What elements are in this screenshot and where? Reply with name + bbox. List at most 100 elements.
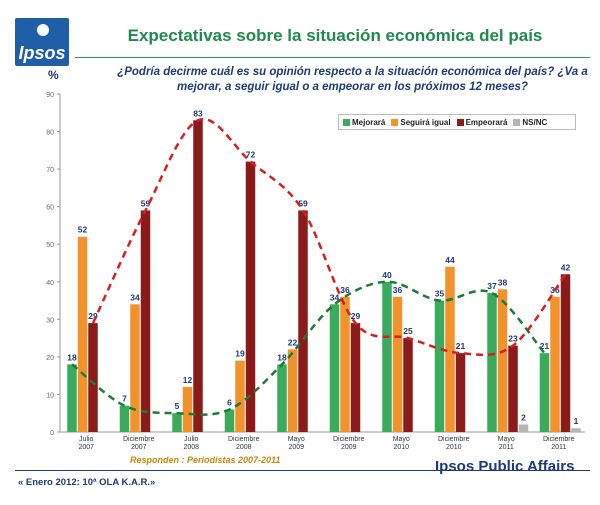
- bar-seguira: [235, 360, 245, 432]
- page-title: Expectativas sobre la situación económic…: [127, 26, 543, 45]
- y-tick-label: 90: [46, 92, 54, 99]
- y-tick-label: 30: [46, 317, 54, 324]
- respondents-note: Responden : Periodistas 2007-2011: [130, 455, 281, 465]
- data-label-mejorara: 7: [122, 394, 127, 404]
- data-label-mejorara: 6: [227, 397, 232, 407]
- data-label-empeorara: 29: [351, 311, 361, 321]
- y-tick-label: 50: [46, 242, 54, 249]
- bar-seguira: [130, 304, 140, 432]
- y-tick-label: 20: [46, 355, 54, 362]
- wave-note: « Enero 2012: 10ª OLA K.A.R.»: [18, 477, 156, 488]
- y-tick-label: 40: [46, 280, 54, 287]
- bar-seguira: [77, 236, 88, 432]
- bar-mejorara: [172, 413, 182, 432]
- bar-nsnc: [571, 428, 581, 432]
- trend-line-empeorara: [91, 117, 567, 357]
- data-label-seguira: 22: [288, 337, 298, 347]
- bar-mejorara: [224, 409, 235, 432]
- bar-mejorara: [119, 405, 130, 432]
- data-label-seguira: 36: [340, 285, 350, 295]
- bar-mejorara: [539, 353, 550, 432]
- legend-item-empeorara: Empeorará: [456, 118, 507, 127]
- data-label-mejorara: 18: [277, 352, 287, 362]
- legend-label: Seguirá igual: [400, 117, 451, 127]
- data-label-mejorara: 40: [382, 270, 392, 280]
- bar-empeorara: [193, 120, 203, 433]
- data-label-empeorara: 23: [508, 334, 518, 344]
- data-label-nsnc: 1: [574, 416, 579, 426]
- logo-text: Ipsos: [18, 43, 66, 63]
- data-label-empeorara: 25: [403, 326, 413, 336]
- legend-label: Mejorará: [352, 117, 386, 127]
- bar-empeorara: [140, 210, 151, 432]
- y-tick-label: 10: [46, 392, 54, 399]
- data-label-mejorara: 34: [330, 292, 340, 302]
- bar-empeorara: [88, 323, 98, 432]
- x-tick-label: 2010: [446, 444, 462, 451]
- ipsos-logo: Ipsos: [15, 18, 69, 66]
- data-label-empeorara: 83: [193, 108, 203, 118]
- data-label-empeorara: 59: [298, 198, 308, 208]
- title-divider: [75, 57, 590, 58]
- data-label-seguira: 52: [78, 225, 88, 235]
- data-label-empeorara: 29: [88, 311, 98, 321]
- x-tick-label: 2007: [131, 444, 147, 451]
- footer-divider: [15, 470, 590, 471]
- x-tick-label: 2009: [288, 444, 304, 451]
- data-label-seguira: 12: [183, 375, 193, 385]
- y-axis-unit: %: [48, 68, 59, 82]
- bar-mejorara: [329, 304, 340, 432]
- x-tick-label: 2011: [551, 444, 566, 451]
- y-tick-label: 80: [46, 130, 54, 137]
- bar-empeorara: [403, 338, 413, 432]
- x-tick-label: 2008: [236, 444, 252, 451]
- x-tick-label: 2008: [183, 444, 199, 451]
- data-label-mejorara: 21: [540, 341, 550, 351]
- bar-mejorara: [382, 281, 392, 432]
- data-label-seguira: 19: [235, 349, 245, 359]
- legend-swatch: [391, 118, 399, 126]
- bar-empeorara: [350, 323, 361, 432]
- legend-swatch: [343, 118, 350, 126]
- y-tick-label: 0: [50, 430, 54, 437]
- data-label-empeorara: 72: [246, 150, 256, 160]
- bar-mejorara: [434, 300, 445, 432]
- data-label-seguira: 34: [130, 292, 140, 302]
- bar-seguira: [340, 296, 350, 432]
- data-label-mejorara: 5: [175, 401, 180, 411]
- data-label-mejorara: 37: [487, 281, 497, 291]
- bar-seguira: [182, 386, 193, 432]
- x-tick-label: Diciembre: [333, 436, 365, 443]
- x-tick-label: 2010: [393, 444, 409, 451]
- bar-empeorara: [560, 274, 571, 432]
- x-tick-label: Diciembre: [228, 436, 260, 443]
- legend-swatch: [456, 118, 464, 126]
- x-tick-label: Mayo: [288, 436, 305, 443]
- data-label-seguira: 38: [498, 277, 508, 287]
- x-tick-label: Julio: [184, 436, 199, 443]
- bar-mejorara: [487, 293, 497, 432]
- data-label-seguira: 44: [445, 255, 455, 265]
- data-label-seguira: 36: [393, 285, 403, 295]
- legend-item-mejorara: Mejorará: [343, 118, 385, 127]
- chart-legend: Mejorará Seguirá igual Empeorará NS/NC: [338, 114, 576, 130]
- x-tick-label: Diciembre: [123, 436, 155, 443]
- data-label-empeorara: 21: [456, 341, 466, 351]
- trend-line-mejorara: [71, 280, 546, 416]
- x-tick-label: Julio: [79, 436, 94, 443]
- data-label-mejorara: 35: [435, 289, 445, 299]
- bar-seguira: [497, 289, 508, 432]
- legend-item-seguira: Seguirá igual: [391, 117, 451, 127]
- bar-seguira: [287, 349, 298, 432]
- bar-seguira: [550, 296, 560, 432]
- bar-empeorara: [508, 345, 518, 432]
- bar-empeorara: [245, 161, 256, 432]
- logo-dot-icon: [37, 24, 49, 36]
- bar-empeorara: [455, 353, 466, 432]
- bar-seguira: [445, 266, 455, 432]
- bar-nsnc: [518, 424, 529, 432]
- bar-mejorara: [67, 364, 77, 432]
- data-label-empeorara: 59: [141, 198, 151, 208]
- x-tick-label: 2011: [499, 444, 514, 451]
